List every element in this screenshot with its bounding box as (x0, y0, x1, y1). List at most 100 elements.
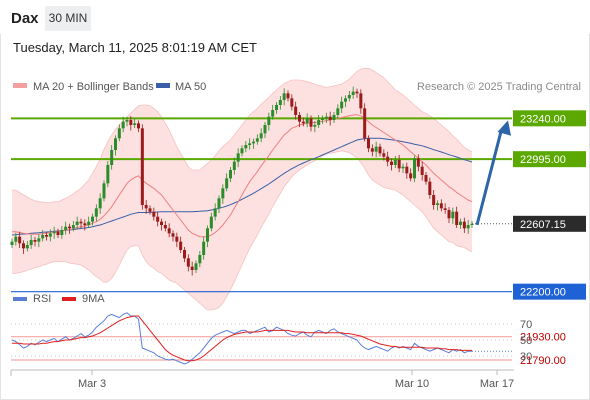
candle-body (313, 125, 317, 127)
candle-body (451, 211, 455, 219)
candle-body (217, 198, 221, 209)
level-label-22200.00: 22200.00 (520, 287, 566, 299)
candle-body (309, 118, 313, 127)
x-tick-label-Mar 10: Mar 10 (395, 378, 429, 390)
forecast-arrow-head (497, 120, 511, 136)
candle-body (114, 138, 117, 150)
candle-body (275, 105, 278, 110)
candle-body (263, 125, 267, 134)
candle-body (79, 221, 83, 224)
candle-body (290, 98, 294, 107)
bollinger-band (12, 68, 472, 310)
candle-body (14, 236, 18, 242)
ma50-legend-swatch (156, 83, 170, 88)
rsi-tick-50: 50 (520, 335, 532, 347)
candle-body (432, 195, 436, 205)
level-tag-22995.00 (513, 151, 586, 168)
candle-body (378, 146, 382, 154)
candle-body (470, 223, 474, 225)
candle-body (148, 208, 152, 212)
x-tick-label-Mar 17: Mar 17 (480, 378, 514, 390)
candle-body (25, 245, 29, 249)
candle-body (221, 188, 225, 199)
timeframe-button[interactable]: 30 MIN (45, 6, 91, 31)
candle-body (332, 115, 336, 120)
candle-body (171, 233, 175, 237)
last-price-label: 22607.15 (520, 219, 566, 231)
candle-body (152, 211, 156, 217)
candle-body (382, 153, 386, 157)
candle-body (110, 150, 114, 165)
level-label-21930.00: 21930.00 (520, 332, 566, 344)
candle-body (232, 161, 236, 170)
candle-body (125, 120, 129, 122)
candle-body (33, 240, 37, 242)
candle-body (416, 158, 420, 167)
candle-body (443, 208, 447, 210)
candle-body (317, 120, 321, 125)
candle-body (183, 250, 186, 259)
candle-body (167, 228, 171, 234)
candle-body (56, 231, 60, 235)
candle-body (137, 123, 140, 129)
candle-body (340, 101, 344, 109)
rsi-tick-70: 70 (520, 319, 532, 331)
candle-body (236, 153, 240, 162)
rsi-legend-swatch (13, 297, 27, 301)
candle-body (94, 208, 98, 217)
bollinger-upper (12, 67, 473, 203)
candle-body (209, 216, 213, 229)
candle-body (37, 238, 41, 242)
level-tag-22200.00 (513, 283, 586, 300)
candle-body (374, 146, 378, 152)
candle-body (305, 118, 309, 124)
candle-body (244, 145, 248, 149)
candle-body (106, 165, 110, 184)
candle-body (48, 233, 52, 237)
ma20-legend-label: MA 20 + Bollinger Bands (33, 81, 154, 93)
candle-body (129, 120, 133, 125)
candle-body (462, 221, 466, 229)
rsi-ma-legend-label: 9MA (82, 293, 105, 305)
candle-body (282, 93, 286, 100)
datetime-label: Tuesday, March 11, 2025 8:01:19 AM CET (13, 40, 257, 55)
candle-body (413, 158, 416, 179)
candle-body (255, 138, 259, 142)
candle-body (190, 266, 194, 270)
candle-body (393, 160, 397, 165)
candle-body (213, 208, 217, 217)
candle-body (186, 258, 190, 267)
candle-body (163, 225, 167, 229)
candle-body (370, 148, 374, 152)
candle-body (52, 231, 56, 234)
candle-body (71, 225, 75, 229)
candle-body (140, 128, 144, 205)
bollinger-lower (12, 150, 473, 311)
credit-label: Research © 2025 Trading Central (417, 81, 581, 93)
rsi-ma-line (12, 315, 472, 362)
rsi-ma-legend-swatch (62, 297, 76, 301)
candle-body (60, 230, 64, 235)
candle-body (144, 205, 148, 209)
level-label-21790.00: 21790.00 (520, 355, 566, 367)
candle-body (439, 203, 443, 209)
candle-body (240, 148, 244, 154)
candle-body (91, 216, 94, 222)
candle-body (206, 228, 209, 242)
candle-body (229, 170, 232, 179)
candle-body (390, 161, 393, 165)
candle-body (29, 240, 33, 245)
candle-body (386, 156, 390, 162)
candle-body (117, 128, 121, 139)
candle-body (18, 236, 22, 244)
candle-body (405, 166, 409, 174)
candle-body (286, 93, 290, 99)
candle-body (409, 173, 413, 179)
candle-body (298, 115, 301, 122)
candle-body (259, 133, 263, 139)
candle-body (45, 235, 48, 237)
candle-body (202, 241, 206, 255)
candle-body (198, 255, 202, 264)
candle-body (455, 211, 459, 225)
candle-body (225, 178, 229, 189)
